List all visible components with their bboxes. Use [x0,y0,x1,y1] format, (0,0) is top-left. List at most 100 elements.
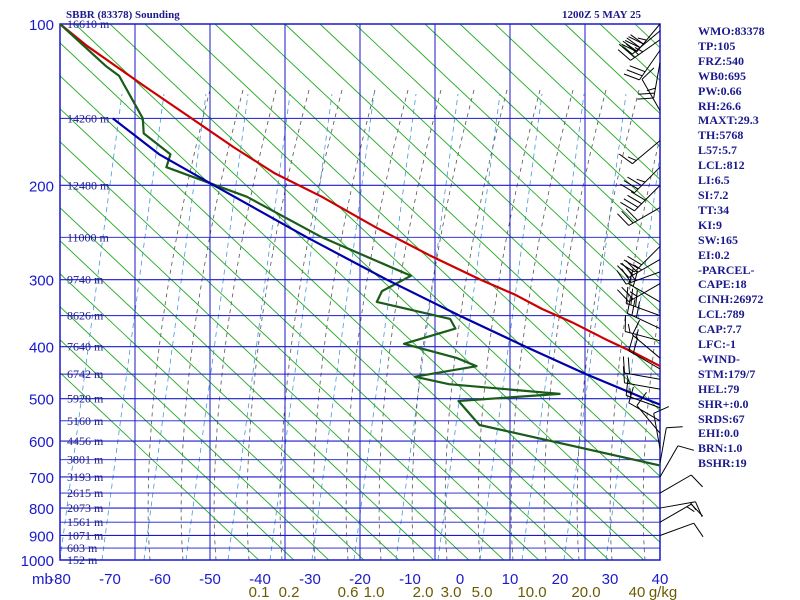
wind-barb [628,386,661,422]
mixing-ratio-lines [60,93,660,560]
height-label: 12480 m [67,178,110,192]
mixing-ratio-line [521,93,585,560]
height-label: 11000 m [67,230,110,244]
dry-adiabat [60,108,540,560]
temperature-tick-label: -50 [199,571,221,588]
dry-adiabat [60,339,295,560]
moist-adiabat [378,89,442,560]
wind-barb [653,406,670,449]
wind-barb [659,426,683,464]
index-item: SI:7.2 [698,187,729,202]
index-item: WB0:695 [698,68,746,83]
moist-adiabat [279,89,343,560]
wind-barb-feather [632,337,639,354]
wind-barb [659,522,704,538]
wind-barb-feather [625,208,638,221]
wind-barb [622,356,661,380]
wind-barb-shaft [632,140,661,165]
temperature-tick-label: -40 [249,571,271,588]
wind-barb [617,283,661,303]
temperature-tick-label: -20 [349,571,371,588]
wind-barb [625,286,661,317]
wind-barb-feather [686,506,695,513]
mixing-ratio-label: 5.0 [472,584,493,600]
dry-adiabat [60,141,505,560]
moist-adiabat [312,89,376,560]
wind-barb-feather [623,180,639,190]
dry-adiabat [60,240,400,560]
wind-barbs [616,23,704,538]
mixing-ratio-line [101,93,165,560]
wind-barb-feather [628,334,634,352]
height-label: 4456 m [67,434,104,448]
mixing-ratio-line [605,151,660,560]
mixing-ratio-line [60,93,123,560]
wind-barb [620,166,661,194]
wind-barb-shaft [626,302,661,317]
parcel-trace [112,117,660,406]
mixing-ratio-line [311,93,375,560]
wind-barb-feather [631,299,636,316]
height-label: 603 m [67,541,98,555]
height-label: 16610 m [67,17,110,31]
wind-barb-feather [635,329,639,339]
wind-barb-feather [690,474,703,488]
height-label: 6742 m [67,367,104,381]
dry-adiabat [60,75,575,560]
temperature-tick-label: 30 [602,571,619,588]
wind-barb-feather [636,392,647,406]
wind-barb-feather [693,522,704,538]
dry-adiabat [60,174,470,560]
wind-barb-shaft [628,259,661,278]
wind-barb [659,474,703,494]
moist-adiabat [609,136,660,560]
wind-barb-feather [616,270,627,285]
wind-barb-feather [620,183,635,194]
wind-barb-feather [636,178,646,183]
wind-barb-feather [617,213,630,226]
index-item: CAPE:18 [698,277,747,292]
wind-barb-feather [625,43,640,56]
moist-adiabat [444,89,508,560]
wind-barb-feather [634,47,644,53]
wind-barb [624,314,661,342]
index-item: EHI:0.0 [698,426,740,441]
wind-barb-shaft [626,395,661,409]
wind-barb-shaft [628,283,661,303]
wind-barb-shaft [625,331,661,342]
wind-barb-feather [622,366,625,383]
wind-barb-feather [621,268,632,283]
index-item: L57:5.7 [698,143,737,158]
index-item: SRDS:67 [698,411,745,426]
wind-barb [659,445,695,478]
dewpoint-trace [60,24,660,467]
mixing-ratio-label: 1.0 [364,584,385,600]
pressure-label: 900 [29,528,54,545]
wind-barb [617,39,661,61]
index-item: LFC:-1 [698,337,736,352]
wind-barb-shaft [653,413,661,449]
index-item: LI:6.5 [698,173,730,188]
temperature-tick-label: 20 [552,571,569,588]
wind-barb-feather [629,65,646,73]
index-item: EI:0.2 [698,247,730,262]
wind-barb-shaft [630,39,661,61]
isobars: 100 200 300 400 500 600 700 800 900 1000 [21,17,661,570]
dry-adiabat [60,207,435,560]
dry-adiabat [494,24,660,181]
index-item: SHR+:0.0 [698,396,749,411]
index-item: TP:105 [698,38,736,53]
moist-adiabat [576,89,640,560]
wind-barb-shaft [627,312,661,330]
wind-barb-feather [621,210,634,224]
dry-adiabat [459,24,660,214]
moist-adiabats [147,89,660,560]
isotherms [60,24,660,560]
wind-barb-feather [653,406,670,414]
wind-barb-shaft [624,382,661,390]
temperature-tick-label: 0 [456,571,464,588]
height-label: 3193 m [67,470,104,484]
pressure-label: 700 [29,470,54,487]
wind-barb-feather [628,267,634,285]
